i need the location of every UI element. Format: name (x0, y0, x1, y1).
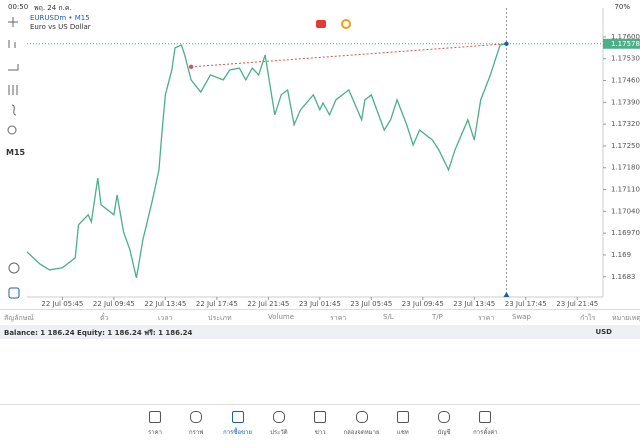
column-header[interactable]: ราคา (478, 314, 495, 322)
tab[interactable]: บัญชี (419, 409, 469, 437)
x-tick-label: 23 Jul 09:45 (402, 300, 444, 308)
trade-line (191, 43, 507, 68)
column-header[interactable]: สัญลักษณ์ (4, 314, 34, 322)
y-tick-label: 1.17530 (611, 55, 640, 63)
signal-icon[interactable] (341, 19, 351, 29)
tab-icon (190, 411, 203, 423)
one-click-icon[interactable] (316, 20, 326, 28)
status-date: พฤ. 24 ก.ค. (34, 4, 72, 12)
y-tick-label: 1.17320 (611, 120, 640, 128)
tab[interactable]: ราคา (130, 409, 180, 437)
column-header[interactable]: ราคา (330, 314, 347, 322)
x-tick-label: 22 Jul 21:45 (247, 300, 289, 308)
column-header[interactable]: Volume (268, 313, 295, 321)
column-header[interactable]: T/P (432, 313, 443, 321)
status-time: 00:50 (8, 3, 29, 11)
y-tick-label: 1.17040 (611, 207, 640, 215)
tab[interactable]: กล่องจดหมาย (337, 409, 387, 437)
tab-icon (272, 411, 285, 423)
tab-icon (149, 411, 161, 423)
y-tick-label: 1.17180 (611, 164, 640, 172)
x-tick-label: 22 Jul 05:45 (41, 300, 83, 308)
tab-label: การซื้อขาย (223, 429, 253, 436)
symbol: EURUSDm • M15 (30, 14, 90, 22)
currency: USD (595, 328, 612, 336)
left-toolbar (7, 17, 20, 299)
column-header[interactable]: หมายเหตุ (612, 314, 640, 322)
symbol-description: Euro vs US Dollar (30, 23, 91, 31)
tab-bar: ราคา กราฟ การซื้อขาย ประวัติ ข่าว กล่องจดหมาย… (0, 404, 640, 448)
tab-icon (355, 411, 368, 423)
tab[interactable]: การซื้อขาย (213, 409, 263, 437)
battery: 70% (614, 3, 630, 11)
x-tick-label: 22 Jul 17:45 (196, 300, 238, 308)
trade-point (188, 64, 194, 70)
tab[interactable]: ประวัติ (254, 409, 304, 437)
tab[interactable]: กราฟ (171, 409, 221, 437)
chart: 1.17600 1.17530 1.17460 1.17390 1.17320 1.172… (7, 8, 640, 308)
x-tick-label: 23 Jul 01:45 (299, 300, 341, 308)
y-tick-label: 1.17110 (611, 186, 640, 194)
tab-icon (314, 411, 327, 423)
tab-label: ประวัติ (270, 429, 288, 436)
x-tick-label: 23 Jul 21:45 (556, 300, 598, 308)
tab-label: กล่องจดหมาย (343, 429, 380, 436)
x-tick-label: 23 Jul 13:45 (453, 300, 495, 308)
x-tick-label: 22 Jul 09:45 (93, 300, 135, 308)
tab-icon (396, 411, 409, 423)
balance-row: Balance: 1 186.24 Equity: 1 186.24 ฟรี: … (0, 325, 640, 339)
tab-label: การตั้งค่า (473, 429, 498, 436)
tab-icon (438, 411, 451, 423)
balance-text: Balance: 1 186.24 Equity: 1 186.24 ฟรี: … (4, 329, 193, 337)
tab-label: บัญชี (437, 429, 451, 436)
table-header: สัญลักษณ์ ตั๋ว เวลา ประเภท Volume ราคา S/L T/P ร… (0, 309, 640, 322)
price-label: 1.17578 (611, 40, 640, 48)
tab-label: กราฟ (189, 429, 204, 436)
x-tick-label: 23 Jul 05:45 (350, 300, 392, 308)
y-tick-label: 1.169 (611, 251, 631, 259)
price-label-bg (603, 38, 640, 49)
time-marker (503, 292, 510, 297)
x-tick-label: 23 Jul 17:45 (505, 300, 547, 308)
timeframe[interactable]: M15 (6, 148, 26, 157)
y-tick-label: 1.17250 (611, 142, 640, 150)
y-tick-label: 1.17460 (611, 77, 640, 85)
column-header[interactable]: ประเภท (208, 314, 232, 322)
y-tick-label: 1.16970 (611, 229, 640, 237)
column-header[interactable]: S/L (383, 313, 394, 321)
tab-label: ราคา (148, 429, 162, 436)
x-tick-label: 22 Jul 13:45 (144, 300, 186, 308)
last-point (504, 41, 509, 46)
tab-icon (479, 411, 492, 423)
y-tick-label: 1.17390 (611, 98, 640, 106)
tab[interactable]: ข่าว (295, 409, 345, 437)
column-header[interactable]: กำไร (580, 314, 596, 322)
tab-label: ข่าว (314, 429, 326, 436)
tab[interactable]: แชท (378, 409, 428, 437)
tab-label: แชท (396, 429, 409, 436)
tab[interactable]: การตั้งค่า (460, 409, 510, 437)
column-header[interactable]: ตั๋ว (100, 314, 109, 322)
tab-icon (231, 411, 244, 423)
price-line-series (26, 43, 507, 279)
column-header[interactable]: Swap (512, 313, 531, 321)
y-tick-label: 1.17600 (611, 33, 640, 41)
y-tick-label: 1.1683 (611, 273, 636, 281)
column-header[interactable]: เวลา (158, 314, 173, 322)
